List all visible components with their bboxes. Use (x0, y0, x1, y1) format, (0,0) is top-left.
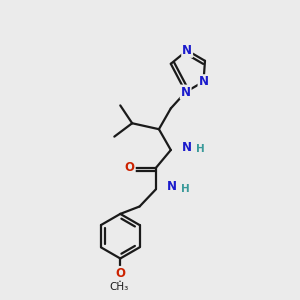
Text: N: N (181, 85, 191, 98)
Text: H: H (181, 184, 190, 194)
Text: O: O (115, 267, 125, 280)
Text: O: O (125, 161, 135, 174)
Text: H: H (196, 144, 205, 154)
Text: N: N (182, 44, 192, 57)
Text: N: N (182, 140, 192, 154)
Text: CH₃: CH₃ (109, 282, 128, 292)
Text: N: N (167, 180, 177, 193)
Text: N: N (199, 75, 208, 88)
